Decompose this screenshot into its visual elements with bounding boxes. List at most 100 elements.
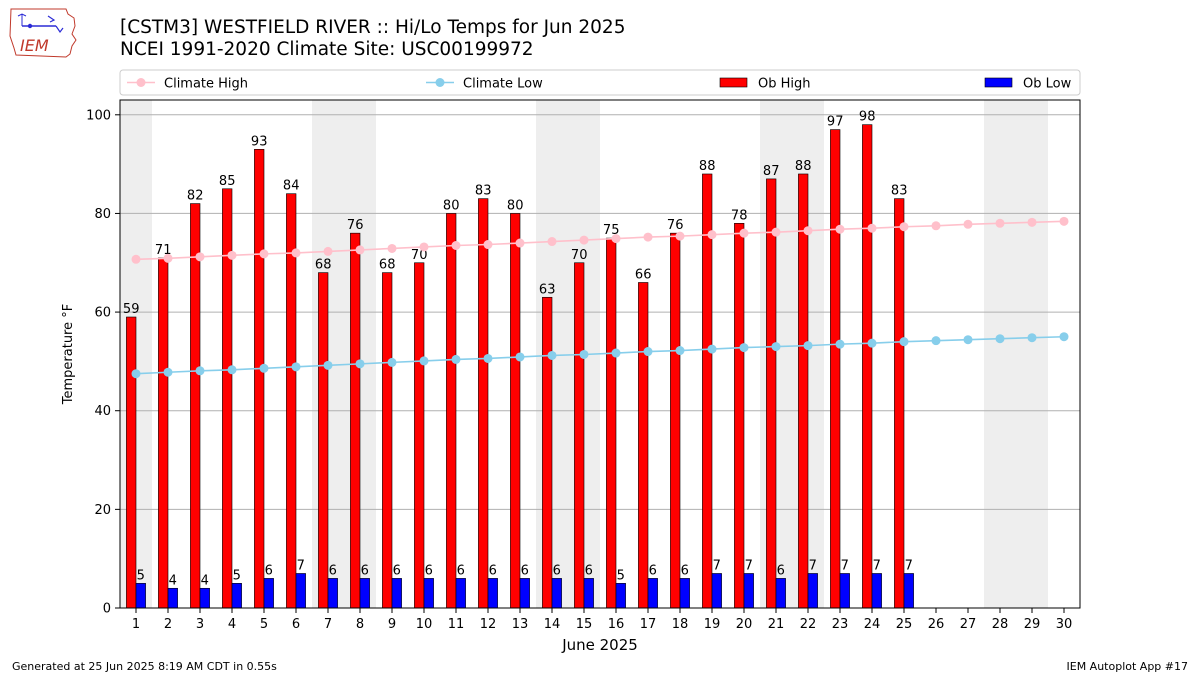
ob-high-label: 83 [891, 184, 908, 199]
climate-low-point [483, 353, 493, 363]
ob-high-bar [702, 173, 713, 609]
x-tick-label: 8 [356, 617, 364, 632]
logo-text: IEM [20, 36, 49, 55]
x-tick-label: 25 [896, 617, 913, 632]
ob-low-bar [423, 578, 434, 609]
ob-high-bar [894, 198, 905, 609]
ob-low-bar [775, 578, 786, 609]
climate-low-point [291, 362, 301, 372]
y-axis-label: Temperature °F [61, 304, 76, 405]
x-tick-label: 12 [480, 617, 497, 632]
climate-low-point [899, 337, 909, 347]
x-tick-label: 4 [228, 617, 236, 632]
ob-low-bar [263, 578, 274, 609]
legend-climate-low-label: Climate Low [463, 77, 543, 92]
ob-high-bar [158, 257, 169, 609]
ob-high-label: 78 [731, 208, 748, 223]
ob-high-bar [446, 213, 457, 609]
climate-high-point [227, 250, 237, 260]
y-tick-label: 0 [103, 602, 111, 617]
ob-high-label: 76 [347, 218, 364, 233]
ob-high-label: 93 [251, 134, 268, 149]
ob-low-bar [807, 573, 818, 609]
ob-high-bar [542, 296, 553, 609]
climate-high-point [579, 235, 589, 245]
ob-high-label: 98 [859, 110, 876, 125]
climate-high-point [323, 246, 333, 256]
ob-low-bar [647, 578, 658, 609]
climate-high-line [135, 220, 1065, 261]
ob-low-bar [871, 573, 882, 609]
x-tick-label: 19 [704, 617, 721, 632]
ob-high-label: 83 [475, 184, 492, 199]
generated-note: Generated at 25 Jun 2025 8:19 AM CDT in … [12, 660, 277, 673]
ob-low-bar [679, 578, 690, 609]
climate-low-point [355, 359, 365, 369]
ob-high-label: 66 [635, 267, 652, 282]
climate-low-line [135, 335, 1065, 375]
x-tick-label: 28 [992, 617, 1009, 632]
ob-high-bar [350, 232, 361, 609]
ob-low-bar [615, 583, 626, 609]
chart-title: [CSTM3] WESTFIELD RIVER :: Hi/Lo Temps f… [120, 17, 625, 61]
y-tick-label: 60 [94, 306, 111, 321]
climate-low-point [227, 365, 237, 375]
ob-low-bar [519, 578, 530, 609]
climate-high-point [131, 254, 141, 264]
ob-low-bar [295, 573, 306, 609]
ob-low-bar [327, 578, 338, 609]
climate-high-point [739, 228, 749, 238]
climate-high-point [803, 226, 813, 236]
ob-high-bar [734, 223, 745, 609]
ob-high-label: 59 [123, 302, 140, 317]
ob-low-label: 5 [617, 568, 625, 583]
ob-low-label: 7 [713, 558, 721, 573]
x-tick-label: 10 [416, 617, 433, 632]
x-tick-label: 17 [640, 617, 657, 632]
ob-low-label: 7 [745, 558, 753, 573]
climate-high-point [451, 240, 461, 250]
climate-low-point [963, 335, 973, 345]
climate-low-point [451, 354, 461, 364]
ob-low-label: 7 [841, 558, 849, 573]
ob-low-bar [167, 587, 178, 609]
climate-high-point [995, 218, 1005, 228]
x-tick-label: 9 [388, 617, 396, 632]
climate-high-point [291, 248, 301, 258]
x-tick-label: 2 [164, 617, 172, 632]
climate-low-point [515, 352, 525, 362]
x-tick-label: 14 [544, 617, 561, 632]
ob-low-label: 6 [393, 563, 401, 578]
climate-high-point [163, 253, 173, 263]
ob-high-label: 70 [571, 248, 588, 263]
weekend-band [984, 100, 1048, 608]
ob-high-label: 84 [283, 179, 300, 194]
climate-low-point [1027, 333, 1037, 343]
climate-low-point [611, 348, 621, 358]
climate-high-point [419, 242, 429, 252]
y-tick-label: 80 [94, 207, 111, 222]
y-tick-label: 40 [94, 404, 111, 419]
ob-high-label: 88 [795, 159, 812, 174]
ob-high-label: 87 [763, 164, 780, 179]
ob-low-label: 6 [489, 563, 497, 578]
ob-low-label: 4 [201, 573, 209, 588]
chart-title-line2: NCEI 1991-2020 Climate Site: USC00199972 [120, 39, 534, 60]
ob-low-label: 7 [297, 558, 305, 573]
ob-low-label: 7 [905, 558, 913, 573]
climate-high-point [483, 240, 493, 250]
x-tick-label: 15 [576, 617, 593, 632]
climate-low-point [739, 343, 749, 353]
x-tick-label: 22 [800, 617, 817, 632]
ob-low-label: 6 [553, 563, 561, 578]
ob-low-label: 6 [457, 563, 465, 578]
climate-high-point [515, 238, 525, 248]
ob-low-bar [135, 583, 146, 609]
y-tick-label: 100 [86, 108, 111, 123]
ob-low-bar [487, 578, 498, 609]
climate-low-point [131, 369, 141, 379]
ob-high-label: 80 [507, 198, 524, 213]
ob-high-bar [126, 316, 137, 609]
x-tick-label: 13 [512, 617, 529, 632]
